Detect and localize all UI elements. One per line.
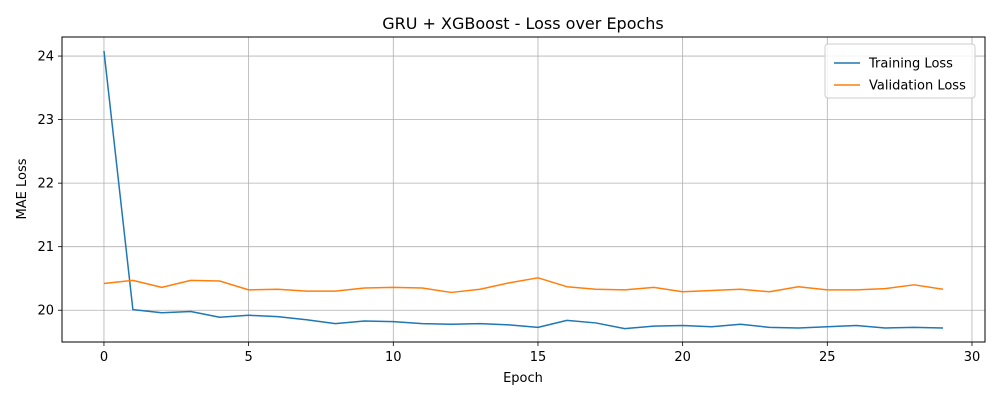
legend-label-validation-loss: Validation Loss [869,79,966,94]
legend-label-training-loss: Training Loss [868,57,953,72]
training-loss-line [103,50,944,330]
plot-frame [61,36,986,343]
y-tick-label: 23 [37,113,54,128]
y-axis-label: MAE Loss [15,158,30,219]
x-axis-label: Epoch [503,371,543,386]
x-tick-label: 25 [819,350,836,365]
x-tick-label: 0 [100,350,108,365]
series-lines [103,50,944,330]
legend: Training Loss Validation Loss [824,43,976,99]
y-tick-label: 24 [37,50,54,65]
axis-ticks: 0 5 10 15 20 25 30 20 21 22 23 24 [37,50,980,365]
x-tick-label: 20 [674,350,691,365]
x-tick-label: 15 [530,350,547,365]
y-tick-label: 20 [37,304,54,319]
chart-title: GRU + XGBoost - Loss over Epochs [382,14,664,33]
legend-box [824,43,976,99]
y-tick-label: 21 [37,240,54,255]
y-tick-label: 22 [37,177,54,192]
x-tick-label: 10 [385,350,402,365]
x-tick-label: 5 [244,350,252,365]
validation-loss-line [103,277,944,294]
x-tick-label: 30 [964,350,981,365]
